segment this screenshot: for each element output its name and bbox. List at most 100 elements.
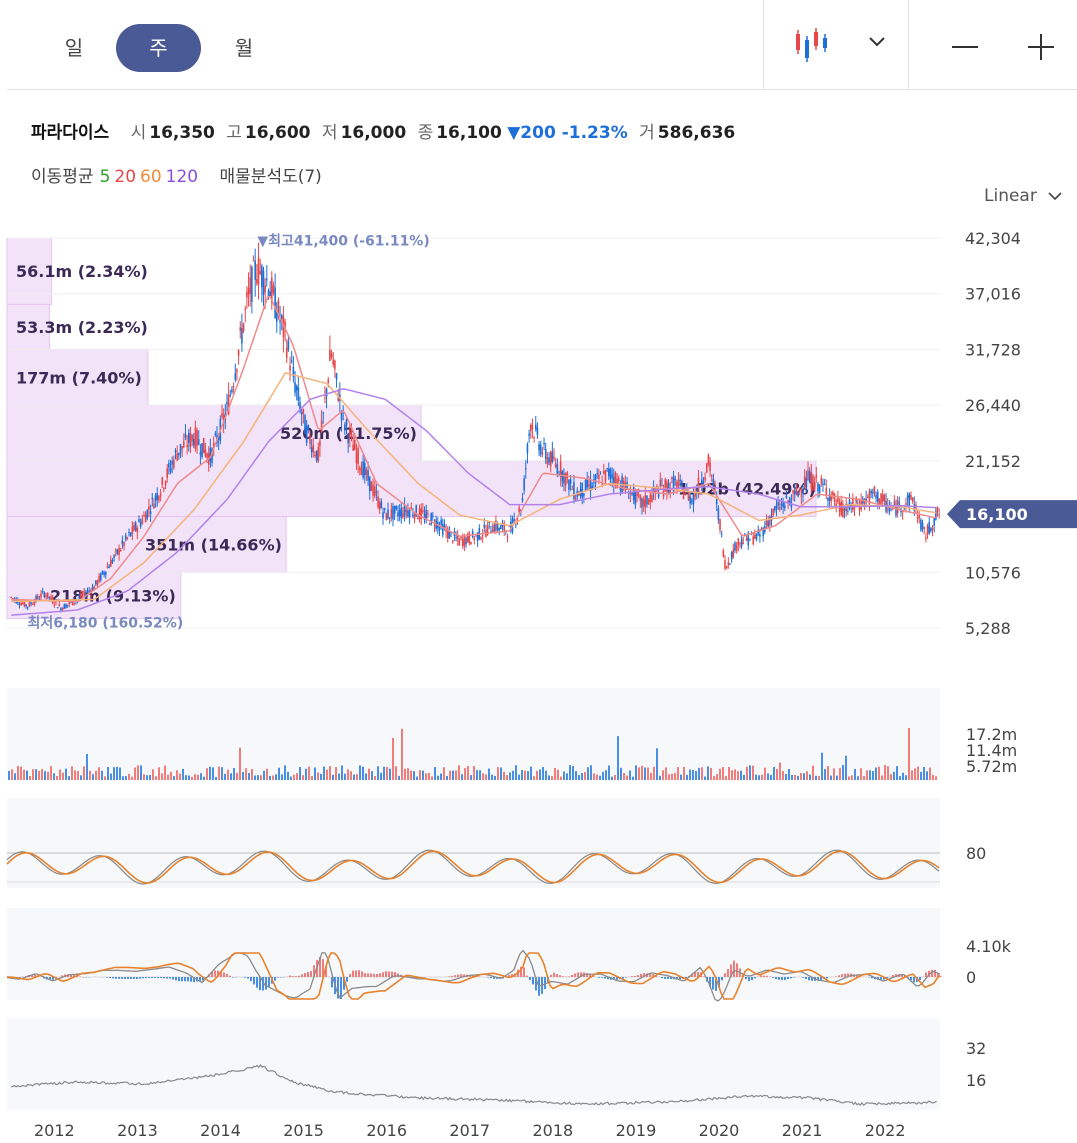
macd-histogram-bar (385, 971, 387, 977)
candle-body (373, 486, 376, 496)
macd-histogram-bar (487, 977, 489, 978)
volume-bar (731, 770, 733, 780)
macd-histogram-bar (529, 977, 531, 981)
candle-body (480, 537, 482, 540)
volume-bar (233, 768, 235, 780)
macd-histogram-bar (508, 975, 510, 977)
macd-histogram-bar (127, 977, 129, 980)
zoom-in-icon[interactable] (1026, 32, 1056, 62)
candle-body (78, 596, 81, 599)
candle-body (634, 490, 637, 506)
candle-body (679, 479, 681, 481)
macd-histogram-bar (169, 977, 171, 979)
tab-weekly[interactable]: 주 (116, 24, 201, 72)
slowd-value: 67.77 (438, 806, 493, 826)
chart-labels-layer: ▼최고41,400 (-61.11%) 최저6,180 (160.52%) 16,1… (27, 234, 1077, 632)
candle-body (71, 599, 74, 606)
candle-body (627, 497, 630, 499)
macd-histogram-bar (277, 977, 279, 978)
macd-histogram-bar (382, 972, 384, 977)
volume-bar (659, 775, 661, 780)
volume-bar (599, 775, 601, 780)
volume-bar (449, 770, 451, 780)
macd-histogram-bar (211, 971, 213, 977)
macd-histogram-bar (514, 973, 516, 977)
macd-histogram-bar (361, 971, 363, 977)
candle-body (159, 493, 162, 497)
candle-body (382, 512, 384, 519)
macd-histogram-bar (190, 977, 192, 982)
volume-bar (560, 776, 562, 780)
candle-body (372, 485, 374, 496)
volume-bar (653, 766, 655, 780)
candle-body (104, 571, 107, 575)
candle-body (415, 505, 418, 516)
volume-bar (911, 770, 913, 780)
volume-bar (440, 773, 442, 780)
candle-body (478, 528, 481, 539)
candle-body (118, 547, 120, 555)
candle-body (460, 537, 462, 539)
candle-body (815, 474, 818, 478)
low-label: 저 (321, 123, 338, 143)
macd-histogram-bar (388, 971, 390, 977)
candle-body (55, 600, 57, 603)
candle-body (677, 479, 680, 487)
macd-histogram-bar (346, 977, 348, 982)
macd-histogram-bar (52, 977, 54, 980)
candle-body (58, 604, 61, 607)
candle-body (83, 590, 85, 595)
candle-body (86, 590, 89, 593)
chevron-down-icon[interactable] (868, 36, 886, 48)
candle-body (330, 353, 333, 358)
candle-body (181, 446, 183, 449)
candle-body (168, 463, 170, 468)
candle-body (549, 451, 552, 467)
volume-bar (401, 728, 403, 780)
candle-body (875, 494, 877, 499)
candle-body (785, 495, 788, 499)
x-axis-year-label: 2012 (34, 1121, 75, 1140)
candle-body (911, 497, 914, 502)
volume-bar (725, 776, 727, 780)
macd-histogram-bar (928, 970, 930, 977)
candle-body (393, 505, 396, 514)
foreign-panel-bg (7, 1018, 940, 1110)
max-price-marker: ▼최고41,400 (-61.11%) (257, 234, 429, 250)
macd-histogram-bar (877, 977, 879, 980)
volume-bar (539, 769, 541, 780)
candle-body (432, 515, 434, 518)
candlestick-chart-type-icon[interactable] (792, 28, 836, 64)
volume-bar (593, 773, 595, 780)
moving-average-legend[interactable]: 이동평균 5 20 60 120 매물분석도(7) (31, 162, 328, 187)
candle-body (754, 535, 756, 539)
macd-histogram-bar (61, 975, 63, 977)
candle-body (788, 497, 791, 503)
candle-body (505, 530, 507, 532)
candle-body (871, 492, 874, 494)
volume-bar (581, 773, 583, 780)
candle-body (88, 590, 90, 592)
macd-histogram-bar (691, 973, 693, 977)
zoom-out-icon[interactable] (950, 34, 980, 60)
macd-histogram-bar (826, 977, 828, 979)
volume-bar (917, 766, 919, 780)
scale-selector[interactable]: Linear (984, 186, 1062, 206)
candle-body (901, 511, 904, 513)
macd-histogram-bar (106, 977, 108, 978)
volume-bar (488, 768, 490, 780)
volume-bar (686, 774, 688, 780)
macd-histogram-bar (292, 976, 294, 977)
tab-monthly[interactable]: 월 (234, 36, 254, 60)
candle-body (715, 496, 718, 505)
macd-histogram-bar (835, 976, 837, 977)
volume-bar (605, 770, 607, 780)
volume-bar (194, 774, 196, 780)
candle-body (936, 507, 939, 512)
volume-profile-label: 56.1m (2.34%) (16, 262, 148, 281)
tab-daily[interactable]: 일 (64, 36, 84, 60)
volume-bar (149, 775, 151, 780)
volume-bar (359, 765, 361, 780)
candle-body (403, 504, 406, 516)
candle-body (921, 522, 924, 529)
